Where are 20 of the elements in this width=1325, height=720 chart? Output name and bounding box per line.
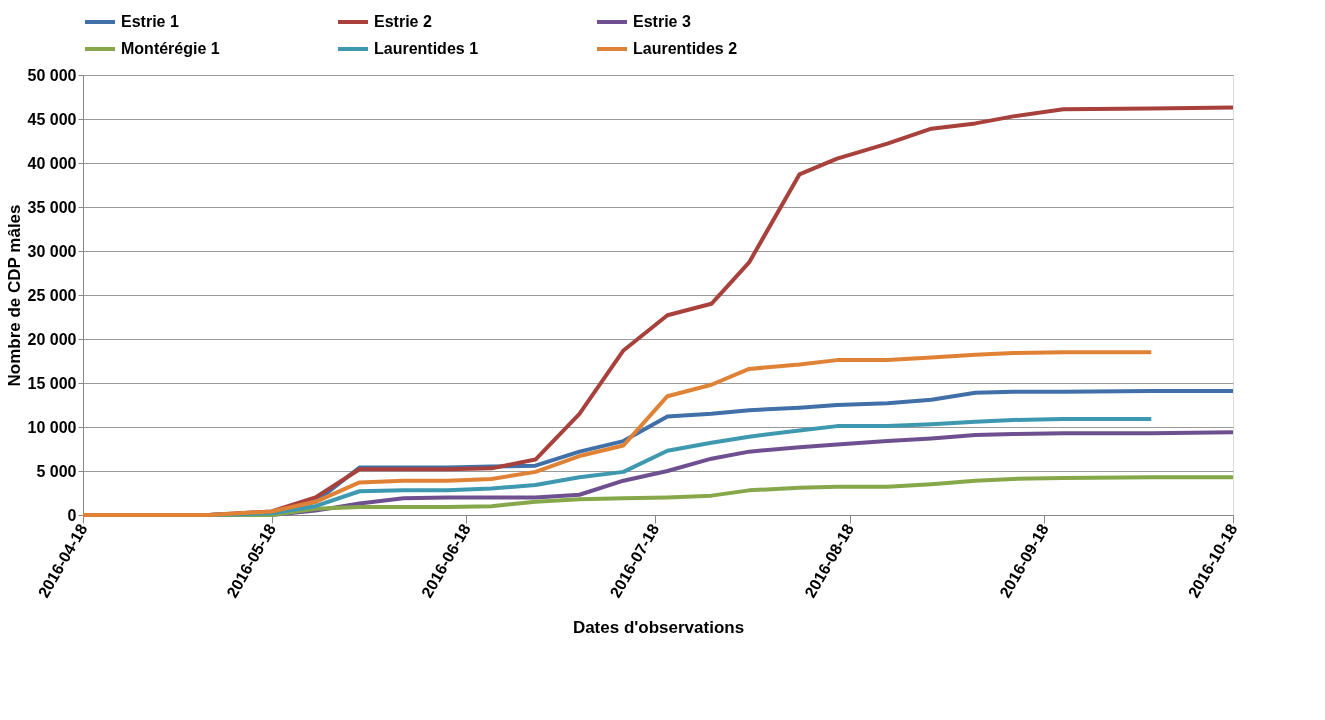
y-tick-label: 30 000 [27, 242, 77, 260]
y-tick-label: 20 000 [27, 330, 77, 348]
y-tick-label: 45 000 [27, 110, 77, 128]
y-tick-label: 15 000 [27, 374, 77, 392]
legend-label: Estrie 3 [633, 13, 691, 30]
y-tick-label: 35 000 [27, 198, 77, 216]
legend-label: Montérégie 1 [121, 40, 220, 57]
y-tick-label: 0 [67, 506, 77, 524]
y-tick-label: 5 000 [36, 462, 77, 480]
line-series [81, 350, 1154, 517]
x-axis-title: Dates d'observations [572, 618, 745, 638]
legend-label: Laurentides 1 [374, 40, 479, 57]
y-tick-label: 50 000 [27, 66, 77, 84]
y-axis-title: Nombre de CDP mâles [4, 204, 24, 387]
y-tick-label: 40 000 [27, 154, 77, 172]
legend-label: Estrie 2 [374, 13, 432, 30]
y-tick-label: 10 000 [27, 418, 77, 436]
legend-label: Estrie 1 [121, 13, 179, 30]
y-tick-label: 25 000 [27, 286, 77, 304]
legend-label: Laurentides 2 [633, 40, 738, 57]
